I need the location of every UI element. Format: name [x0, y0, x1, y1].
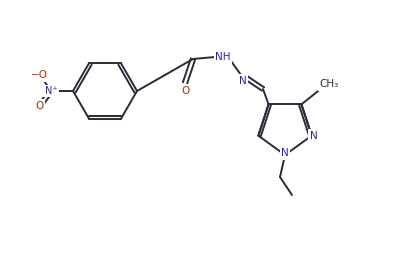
- Text: N: N: [310, 131, 318, 141]
- Text: NH: NH: [215, 52, 231, 62]
- Text: O: O: [181, 86, 189, 96]
- Text: O: O: [35, 101, 43, 111]
- Text: N⁺: N⁺: [45, 86, 57, 96]
- Text: N: N: [239, 76, 247, 86]
- Text: −O: −O: [30, 70, 47, 80]
- Text: N: N: [281, 148, 289, 158]
- Text: CH₃: CH₃: [320, 79, 339, 89]
